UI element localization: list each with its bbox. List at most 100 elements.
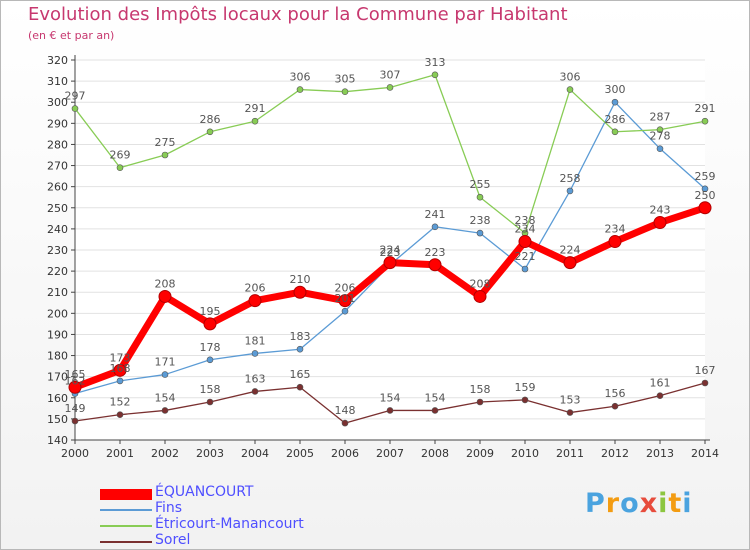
data-label: 153: [560, 394, 581, 407]
data-label: 154: [380, 391, 401, 404]
data-point: [521, 265, 529, 273]
data-label: 149: [65, 402, 86, 415]
data-point: [383, 256, 397, 270]
data-point: [206, 356, 214, 364]
legend-swatch-sorel: [100, 541, 152, 543]
y-tick-label: 310: [47, 75, 68, 88]
x-tick-label: 2010: [511, 447, 539, 460]
chart-title: Evolution des Impôts locaux pour la Comm…: [28, 4, 568, 25]
series-lines: [68, 71, 712, 427]
x-tick-label: 2012: [601, 447, 629, 460]
logo-letter: P: [585, 488, 606, 519]
data-point: [431, 71, 439, 79]
data-label: 291: [695, 102, 716, 115]
data-point: [656, 392, 664, 399]
data-label: 161: [650, 377, 671, 390]
data-point: [566, 409, 574, 416]
x-tick-label: 2007: [376, 447, 404, 460]
data-point: [428, 258, 442, 272]
data-label: 167: [695, 364, 716, 377]
data-point: [71, 417, 79, 425]
y-tick-label: 250: [47, 202, 68, 215]
data-point: [203, 317, 217, 331]
data-label: 307: [380, 68, 401, 81]
y-tick-label: 150: [47, 413, 68, 426]
y-tick-label: 260: [47, 181, 68, 194]
data-label: 162: [65, 375, 86, 388]
data-label: 300: [605, 83, 626, 96]
data-label: 305: [335, 73, 356, 86]
data-label: 286: [605, 113, 626, 126]
data-label: 234: [515, 223, 536, 236]
data-point: [161, 407, 169, 414]
data-label: 221: [515, 250, 536, 263]
data-point: [656, 145, 664, 152]
data-point: [68, 380, 82, 394]
data-label: 148: [335, 404, 356, 417]
data-label: 278: [650, 130, 671, 143]
y-tick-label: 140: [47, 434, 68, 447]
x-tick-label: 2000: [61, 447, 89, 460]
data-label: 258: [560, 172, 581, 185]
x-tick-label: 2006: [331, 447, 359, 460]
y-tick-label: 170: [47, 371, 68, 384]
data-point: [293, 285, 307, 299]
legend-label-equancourt: ÉQUANCOURT: [155, 484, 254, 500]
data-label: 195: [200, 305, 221, 318]
x-tick-label: 2003: [196, 447, 224, 460]
y-tick-label: 270: [47, 160, 68, 173]
data-point: [698, 201, 712, 215]
data-point: [473, 289, 487, 303]
x-tick-label: 2001: [106, 447, 134, 460]
data-label: 291: [245, 102, 266, 115]
data-label: 208: [470, 277, 491, 290]
x-tick-label: 2004: [241, 447, 269, 460]
y-tick-label: 190: [47, 328, 68, 341]
data-point: [701, 185, 709, 193]
x-tick-label: 2014: [691, 447, 719, 460]
data-label: 287: [650, 111, 671, 124]
data-point: [296, 345, 304, 353]
data-label: 154: [425, 391, 446, 404]
data-label: 210: [290, 273, 311, 286]
data-label: 168: [110, 362, 131, 375]
data-point: [116, 164, 124, 171]
data-label: 165: [65, 368, 86, 381]
legend-label-etricourt-manancourt: Étricourt-Manancourt: [155, 516, 304, 532]
data-point: [296, 383, 304, 391]
data-label: 234: [605, 223, 626, 236]
y-tick-label: 180: [47, 350, 68, 363]
chart-subtitle: (en € et par an): [28, 29, 115, 42]
data-label: 154: [155, 391, 176, 404]
y-tick-label: 240: [47, 223, 68, 236]
data-point: [701, 379, 709, 387]
data-point: [251, 350, 259, 357]
data-point: [476, 398, 484, 406]
legend-swatch-equancourt: [100, 489, 152, 500]
data-label: 206: [245, 282, 266, 295]
data-point: [431, 223, 439, 231]
data-label: 306: [560, 71, 581, 84]
data-label: 238: [470, 214, 491, 227]
axes: 140 150 160 170 180 190 200 210 220 230 240 250 260 2…: [47, 54, 719, 460]
x-tick-label: 2013: [646, 447, 674, 460]
data-label: 171: [155, 356, 176, 369]
data-label: 165: [290, 368, 311, 381]
data-label: 313: [425, 56, 446, 69]
data-point: [611, 128, 619, 136]
y-tick-label: 220: [47, 265, 68, 278]
logo-letter: r: [605, 488, 621, 519]
data-label: 156: [605, 387, 626, 400]
data-point: [116, 377, 124, 385]
y-tick-label: 290: [47, 117, 68, 130]
data-label: 255: [470, 178, 491, 191]
data-label: 224: [380, 244, 401, 257]
data-label: 152: [110, 396, 131, 409]
data-label: 241: [425, 208, 446, 221]
data-point: [563, 256, 577, 270]
data-label: 206: [335, 282, 356, 295]
y-tick-label: 200: [47, 307, 68, 320]
data-point: [566, 187, 574, 195]
